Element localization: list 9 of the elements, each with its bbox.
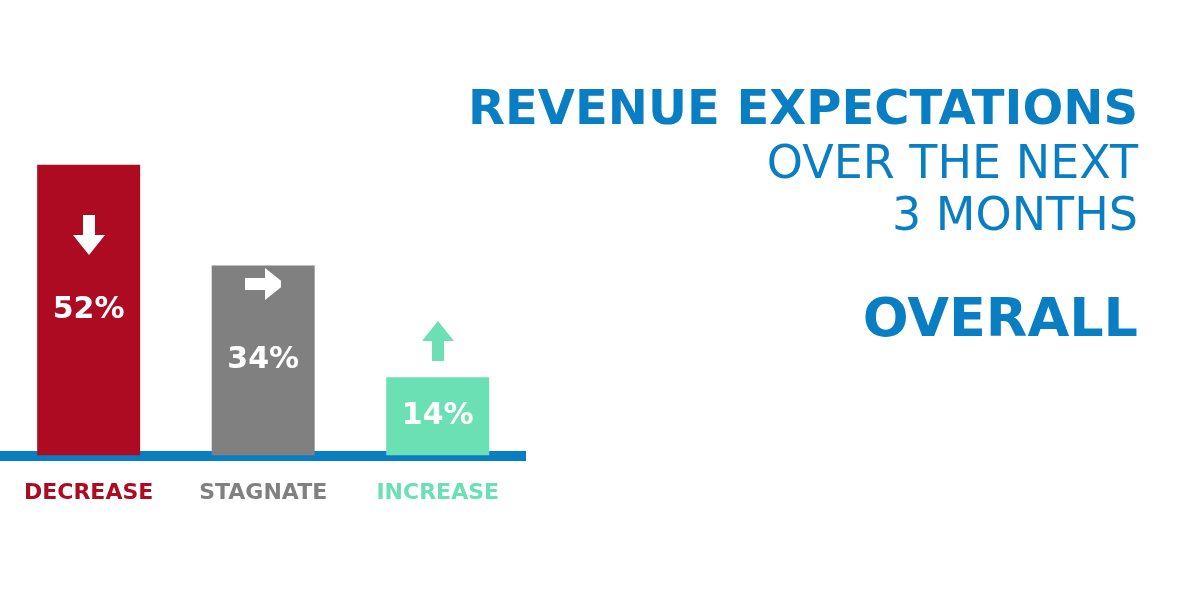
- text: REVENUE EXPECTATIONS: [467, 78, 1138, 136]
- data-label: 14%: [401, 396, 474, 432]
- x-tick-label: INCREASE: [376, 478, 500, 504]
- text: OVERALL: [862, 286, 1138, 349]
- x-tick-label: DECREASE: [24, 478, 154, 504]
- text: OVER THE NEXT 3 MONTHS: [765, 135, 1138, 241]
- x-tick-label: STAGNATE: [199, 478, 328, 504]
- data-label: 52%: [52, 289, 125, 325]
- data-label: 34%: [227, 340, 300, 376]
